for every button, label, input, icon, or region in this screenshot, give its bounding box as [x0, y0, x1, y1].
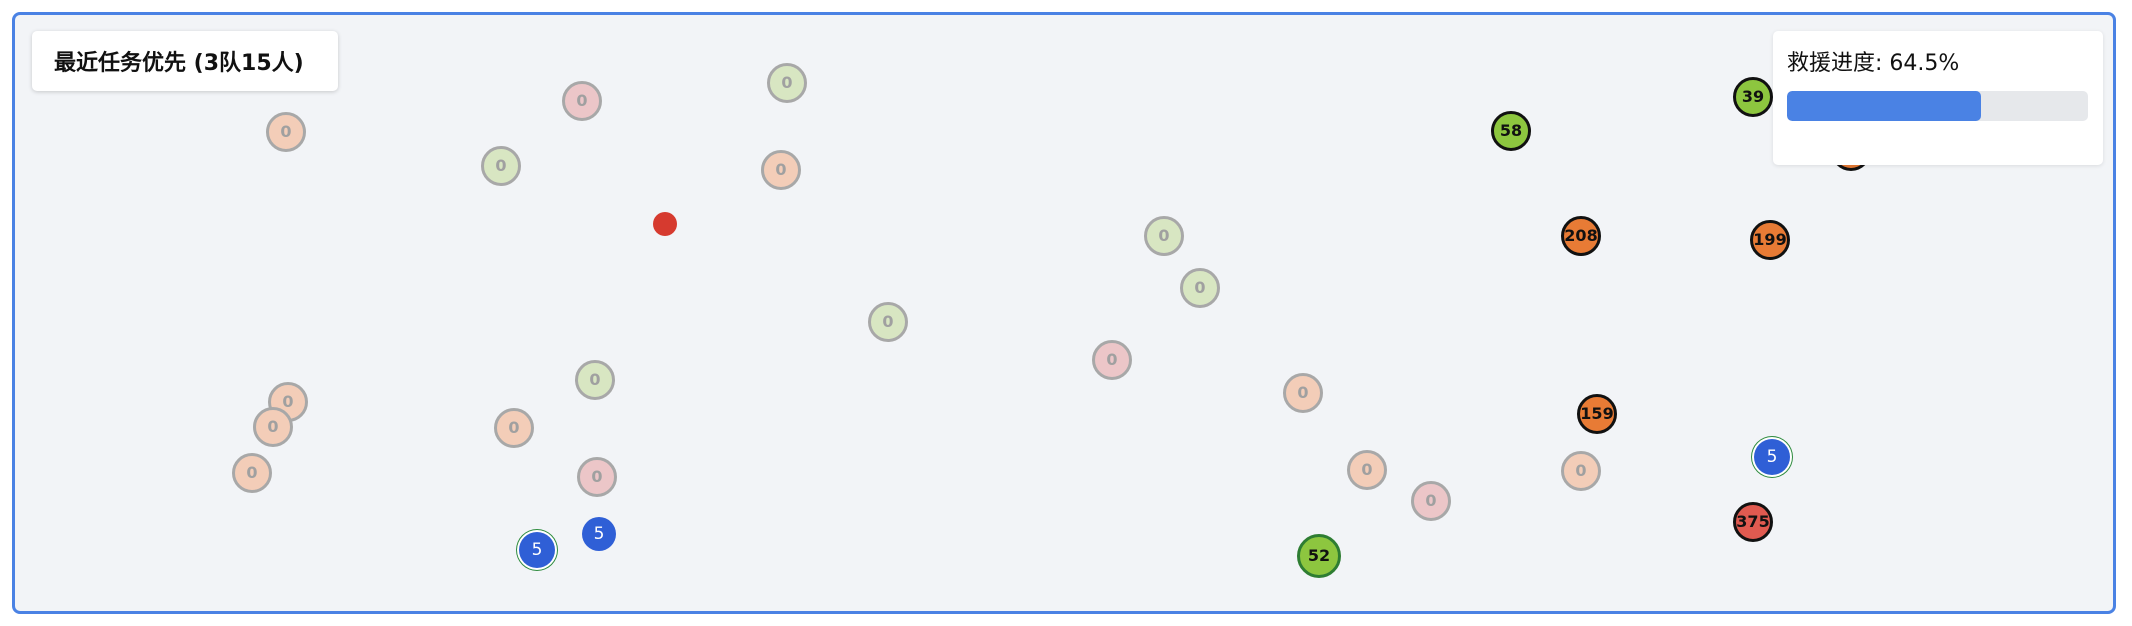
marker-count: 58 [1499, 121, 1523, 140]
marker-count: 0 [882, 312, 894, 331]
marker-count: 0 [1361, 460, 1373, 479]
victim-site-marker[interactable]: 39 [1733, 77, 1773, 117]
rescued-site-marker[interactable]: 0 [767, 63, 807, 103]
rescue-progress-bar [1787, 91, 2088, 121]
marker-count: 0 [1425, 491, 1437, 510]
base-marker [653, 212, 677, 236]
rescued-site-marker[interactable]: 0 [232, 453, 272, 493]
marker-count: 0 [267, 417, 279, 436]
marker-count: 0 [589, 370, 601, 389]
rescue-team-marker[interactable]: 5 [1754, 439, 1790, 475]
rescued-site-marker[interactable]: 0 [1411, 481, 1451, 521]
victim-site-marker[interactable]: 159 [1577, 394, 1617, 434]
marker-count: 0 [282, 392, 294, 411]
victim-site-marker[interactable]: 58 [1491, 111, 1531, 151]
marker-count: 5 [531, 539, 543, 560]
rescue-team-marker[interactable]: 5 [519, 532, 555, 568]
rescued-site-marker[interactable]: 0 [1283, 373, 1323, 413]
marker-count: 0 [591, 467, 603, 486]
marker-count: 0 [775, 160, 787, 179]
rescued-site-marker[interactable]: 0 [481, 146, 521, 186]
marker-count: 208 [1564, 226, 1598, 245]
strategy-title-card: 最近任务优先 (3队15人) [32, 31, 338, 91]
rescued-site-marker[interactable]: 0 [562, 81, 602, 121]
victim-site-marker[interactable]: 375 [1733, 502, 1773, 542]
marker-count: 5 [1766, 446, 1778, 467]
rescued-site-marker[interactable]: 0 [266, 112, 306, 152]
victim-site-marker[interactable]: 208 [1561, 216, 1601, 256]
marker-count: 0 [1158, 226, 1170, 245]
marker-count: 0 [781, 73, 793, 92]
rescue-progress-label: 救援进度: 64.5% [1787, 51, 1960, 76]
rescued-site-marker[interactable]: 0 [1561, 451, 1601, 491]
rescued-site-marker[interactable]: 0 [575, 360, 615, 400]
rescue-progress-fill [1787, 91, 1982, 121]
map-canvas: 0 0 0 0 0 0 0 0 0 0 0 0 0 0 0 0 0 0 0 58 39 208 199 159 375 52 5 5 5… [12, 12, 2116, 614]
marker-count: 39 [1741, 87, 1765, 106]
marker-count: 0 [1297, 383, 1309, 402]
rescue-progress-panel: 救援进度: 64.5% [1773, 31, 2103, 165]
rescued-site-marker[interactable]: 0 [494, 408, 534, 448]
marker-count: 0 [246, 463, 258, 482]
marker-count: 5 [593, 523, 605, 544]
marker-count: 159 [1580, 404, 1614, 423]
marker-count: 0 [495, 156, 507, 175]
marker-count: 52 [1307, 546, 1331, 565]
rescued-site-marker[interactable]: 0 [1092, 340, 1132, 380]
strategy-title: 最近任务优先 (3队15人) [54, 51, 304, 76]
victim-site-marker[interactable]: 52 [1297, 534, 1341, 578]
rescued-site-marker[interactable]: 0 [1347, 450, 1387, 490]
rescued-site-marker[interactable]: 0 [761, 150, 801, 190]
victim-site-marker[interactable]: 199 [1750, 220, 1790, 260]
marker-count: 0 [1575, 461, 1587, 480]
marker-count: 0 [1106, 350, 1118, 369]
marker-count: 0 [576, 91, 588, 110]
rescued-site-marker[interactable]: 0 [1180, 268, 1220, 308]
rescue-team-marker[interactable]: 5 [582, 517, 616, 551]
rescued-site-marker[interactable]: 0 [577, 457, 617, 497]
marker-count: 199 [1753, 230, 1787, 249]
rescued-site-marker[interactable]: 0 [1144, 216, 1184, 256]
rescued-site-marker[interactable]: 0 [253, 407, 293, 447]
marker-count: 0 [508, 418, 520, 437]
marker-count: 0 [1194, 278, 1206, 297]
rescued-site-marker[interactable]: 0 [868, 302, 908, 342]
marker-count: 0 [280, 122, 292, 141]
marker-count: 375 [1736, 512, 1770, 531]
